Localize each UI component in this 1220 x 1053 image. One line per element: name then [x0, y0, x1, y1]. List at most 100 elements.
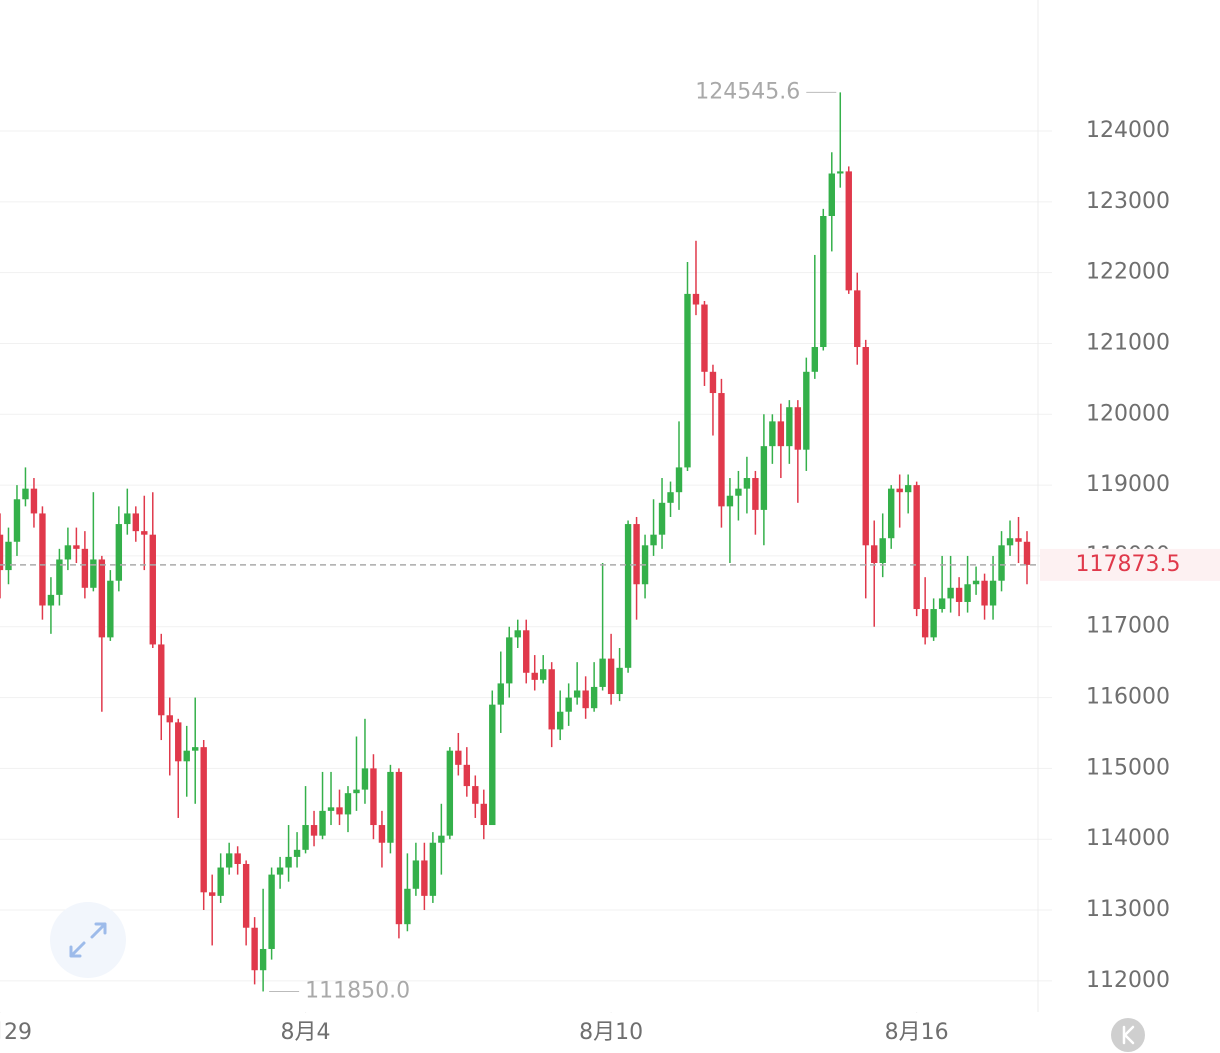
- y-tick-label: 114000: [1086, 826, 1170, 851]
- candle-body: [828, 173, 835, 216]
- candle-body: [73, 545, 80, 549]
- candle-body: [913, 485, 920, 610]
- candle-body: [124, 513, 131, 525]
- overlay: 124545.6 111850.0 117873.5: [0, 79, 1220, 1003]
- candle-body: [684, 293, 691, 468]
- candle-body: [752, 478, 759, 510]
- candle-body: [302, 825, 309, 850]
- candle-body: [285, 856, 292, 868]
- candle-body: [90, 559, 97, 588]
- candle-body: [353, 789, 360, 794]
- candle-body: [361, 768, 369, 790]
- candle-body: [837, 171, 844, 174]
- y-tick-label: 117000: [1086, 614, 1170, 639]
- candle-body: [811, 347, 819, 372]
- x-tick-label: 8月4: [281, 1020, 331, 1045]
- candle-body: [98, 559, 106, 638]
- y-tick-label: 123000: [1086, 189, 1170, 214]
- candle-body: [701, 304, 708, 372]
- candle-body: [879, 538, 886, 564]
- candles: [0, 92, 1031, 992]
- candle-body: [514, 630, 521, 638]
- x-tick-label: 8月10: [579, 1020, 643, 1045]
- candle-body: [234, 853, 241, 864]
- candle-body: [13, 499, 21, 542]
- candle-body: [175, 722, 182, 762]
- candle-body: [370, 768, 377, 826]
- candle-body: [938, 598, 946, 610]
- candle-body: [862, 347, 869, 546]
- candle-body: [192, 747, 199, 751]
- candle-body: [726, 495, 734, 507]
- candle-body: [921, 609, 929, 638]
- candle-body: [616, 667, 623, 695]
- candle-body: [115, 524, 123, 581]
- candle-body: [30, 488, 38, 514]
- candle-body: [107, 580, 114, 638]
- candle-body: [794, 407, 802, 450]
- candle-body: [56, 559, 63, 595]
- candle-body: [998, 545, 1005, 581]
- candle-body: [820, 215, 827, 348]
- y-tick-label: 112000: [1086, 968, 1170, 993]
- candle-body: [667, 492, 674, 503]
- collapse-bg[interactable]: [1111, 1018, 1145, 1052]
- candle-body: [39, 513, 46, 606]
- candle-body: [718, 393, 725, 507]
- candle-body: [769, 421, 776, 447]
- y-tick-label: 124000: [1086, 118, 1170, 143]
- candle-body: [387, 771, 394, 843]
- expand-icon[interactable]: [69, 922, 107, 958]
- y-tick-label: 119000: [1086, 472, 1170, 497]
- candle-body: [200, 747, 207, 893]
- candle-body: [327, 807, 335, 811]
- y-tick-label: 113000: [1086, 897, 1170, 922]
- candle-body: [5, 541, 12, 571]
- candle-body: [964, 584, 971, 602]
- collapse-icon[interactable]: [1122, 1025, 1135, 1045]
- candle-body: [259, 948, 267, 971]
- candle-body: [47, 594, 55, 606]
- candle-body: [548, 669, 555, 730]
- candle-body: [64, 545, 72, 560]
- candle-body: [276, 867, 284, 875]
- candle-body: [0, 534, 4, 571]
- candle-body: [310, 825, 318, 836]
- expand-bg[interactable]: [50, 902, 126, 978]
- candle-body: [981, 580, 988, 606]
- candle-body: [497, 683, 504, 705]
- candle-body: [565, 697, 572, 712]
- candle-body: [183, 750, 190, 762]
- candle-body: [523, 630, 530, 673]
- last-price-box: [1040, 548, 1220, 581]
- candle-body: [208, 892, 216, 896]
- candle-body: [149, 534, 156, 645]
- candle-body: [319, 810, 326, 836]
- candle-body: [1023, 541, 1031, 565]
- candle-body: [735, 488, 742, 496]
- candle-body: [650, 534, 657, 546]
- candle-body: [158, 644, 165, 716]
- candle-body: [344, 793, 352, 815]
- expand-button[interactable]: [50, 902, 126, 978]
- candle-body: [904, 485, 912, 493]
- candle-body: [251, 927, 258, 971]
- candle-body: [489, 704, 496, 826]
- candle-body: [429, 842, 437, 896]
- candle-body: [947, 587, 954, 599]
- candle-body: [438, 835, 445, 843]
- candle-body: [421, 860, 428, 896]
- candle-body: [395, 771, 403, 925]
- candle-body: [378, 825, 386, 843]
- candle-body: [166, 715, 173, 723]
- candle-body: [225, 853, 233, 868]
- candle-body: [989, 580, 997, 606]
- candle-body: [81, 548, 89, 588]
- collapse-button[interactable]: [1111, 1018, 1145, 1052]
- candle-body: [446, 750, 454, 836]
- candle-body: [1015, 538, 1022, 542]
- candle-body: [217, 867, 224, 896]
